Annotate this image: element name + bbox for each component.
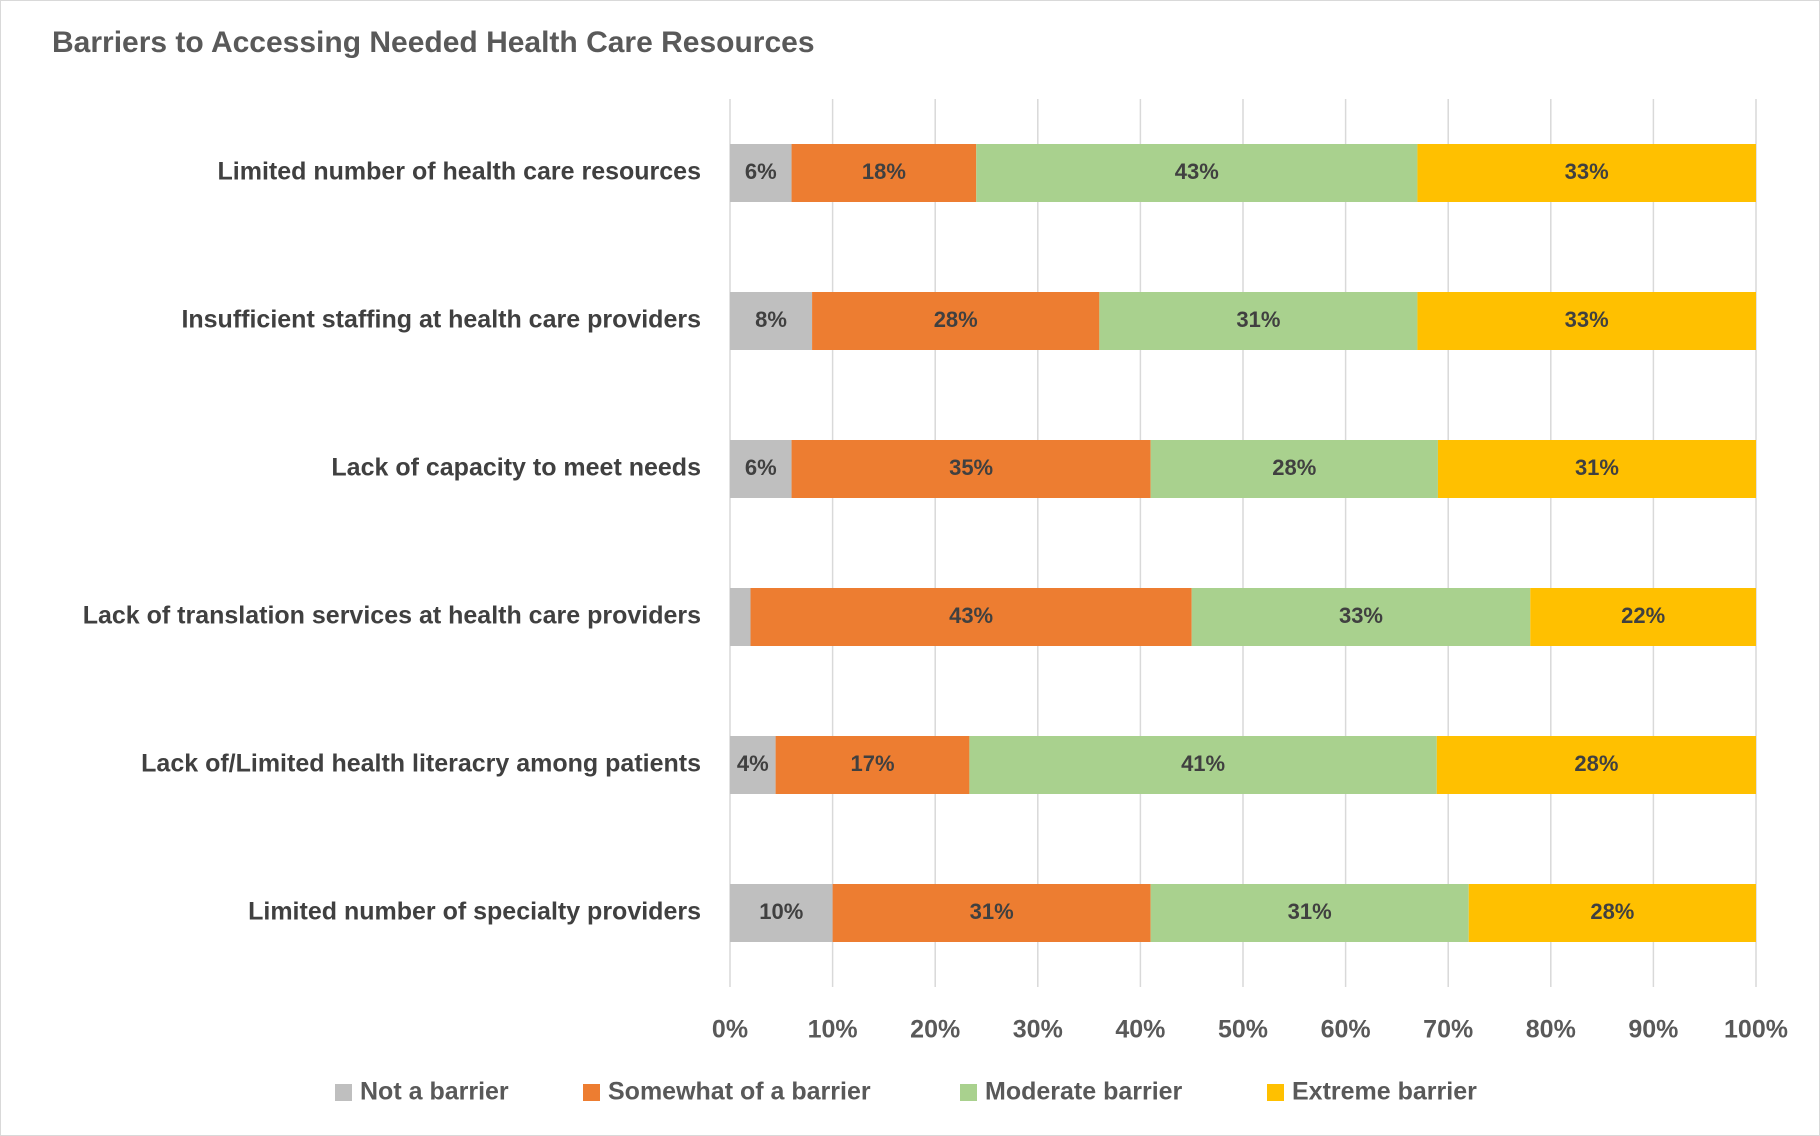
data-label: 28% <box>1590 899 1634 924</box>
x-tick-label: 20% <box>910 1016 960 1044</box>
data-label: 28% <box>1272 455 1316 480</box>
legend-swatch <box>583 1084 600 1101</box>
bar-segment <box>1417 292 1756 350</box>
data-label: 28% <box>1574 751 1618 776</box>
data-label: 31% <box>970 899 1014 924</box>
data-label: 28% <box>934 307 978 332</box>
data-label: 43% <box>1175 159 1219 184</box>
data-label: 31% <box>1288 899 1332 924</box>
bar-segment <box>730 588 751 646</box>
data-label: 18% <box>862 159 906 184</box>
legend-label: Not a barrier <box>360 1078 509 1106</box>
bar-segment <box>812 292 1100 350</box>
bar-segment <box>1468 884 1756 942</box>
y-tick-label: Limited number of specialty providers <box>248 898 701 926</box>
legend-label: Extreme barrier <box>1292 1078 1477 1106</box>
x-tick-label: 60% <box>1321 1016 1371 1044</box>
x-tick-label: 70% <box>1423 1016 1473 1044</box>
legend-swatch <box>335 1084 352 1101</box>
y-tick-label: Lack of translation services at health c… <box>83 602 701 630</box>
legend-swatch <box>1267 1084 1284 1101</box>
data-label: 33% <box>1339 603 1383 628</box>
data-label: 6% <box>745 159 777 184</box>
bar-segment <box>791 144 977 202</box>
data-label: 31% <box>1575 455 1619 480</box>
bar-segment <box>976 144 1418 202</box>
data-label: 41% <box>1181 751 1225 776</box>
data-label: 8% <box>755 307 787 332</box>
bar-segment <box>1150 440 1438 498</box>
x-tick-label: 10% <box>808 1016 858 1044</box>
bar-segment <box>1530 588 1756 646</box>
data-label: 10% <box>759 899 803 924</box>
bar-segment <box>1150 884 1469 942</box>
x-tick-label: 100% <box>1724 1016 1788 1044</box>
y-tick-label: Limited number of health care resources <box>218 158 701 186</box>
legend-swatch <box>960 1084 977 1101</box>
x-tick-label: 30% <box>1013 1016 1063 1044</box>
x-tick-label: 40% <box>1115 1016 1165 1044</box>
bar-segment <box>730 292 813 350</box>
x-tick-label: 80% <box>1526 1016 1576 1044</box>
y-tick-label: Lack of capacity to meet needs <box>331 454 701 482</box>
bar-segment <box>791 440 1151 498</box>
bar-segment <box>1191 588 1531 646</box>
data-label: 17% <box>850 751 894 776</box>
bar-segment <box>1417 144 1756 202</box>
legend-label: Moderate barrier <box>985 1078 1183 1106</box>
x-tick-label: 0% <box>712 1016 748 1044</box>
bar-segment <box>1437 440 1756 498</box>
x-tick-label: 50% <box>1218 1016 1268 1044</box>
data-label: 4% <box>737 751 769 776</box>
data-label: 31% <box>1236 307 1280 332</box>
data-label: 43% <box>949 603 993 628</box>
bar-segment <box>730 144 792 202</box>
x-tick-label: 90% <box>1628 1016 1678 1044</box>
bar-segment <box>730 884 833 942</box>
y-tick-label: Insufficient staffing at health care pro… <box>181 306 701 334</box>
chart-title: Barriers to Accessing Needed Health Care… <box>52 26 815 59</box>
bar-segment <box>730 440 792 498</box>
data-label: 6% <box>745 455 777 480</box>
data-label: 35% <box>949 455 993 480</box>
y-tick-label: Lack of/Limited health literacry among p… <box>141 750 701 778</box>
bar-segment <box>775 736 970 794</box>
legend-label: Somewhat of a barrier <box>608 1078 871 1106</box>
bar-segment <box>1436 736 1756 794</box>
data-label: 22% <box>1621 603 1665 628</box>
bar-segment <box>750 588 1192 646</box>
bar-segment <box>730 736 776 794</box>
bar-segment <box>1099 292 1418 350</box>
data-label: 33% <box>1565 307 1609 332</box>
bar-segment <box>969 736 1437 794</box>
bar-segment <box>832 884 1151 942</box>
data-label: 33% <box>1565 159 1609 184</box>
